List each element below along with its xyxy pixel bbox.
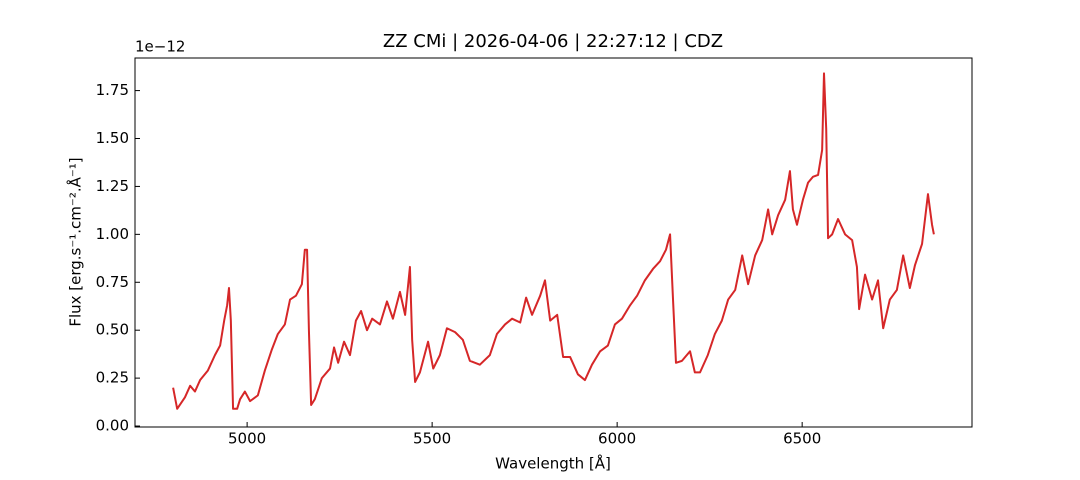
plot-frame xyxy=(134,57,973,428)
y-offset-text: 1e−12 xyxy=(135,38,185,56)
y-tick-label: 0.00 xyxy=(96,417,129,435)
chart-title: ZZ CMi | 2026-04-06 | 22:27:12 | CDZ xyxy=(383,31,723,52)
y-tick-label: 1.75 xyxy=(96,81,129,99)
y-axis-label: Flux [erg.s⁻¹.cm⁻².Å⁻¹] xyxy=(66,157,85,326)
x-tick-label: 5000 xyxy=(228,430,266,448)
x-tick-label: 5500 xyxy=(413,430,451,448)
x-tick-label: 6500 xyxy=(783,430,821,448)
y-tick-label: 1.25 xyxy=(96,177,129,195)
y-tick-label: 0.75 xyxy=(96,273,129,291)
spectrum-line xyxy=(172,72,935,410)
x-tick-label: 6000 xyxy=(598,430,636,448)
y-tick-label: 1.50 xyxy=(96,129,129,147)
y-tick-label: 1.00 xyxy=(96,225,129,243)
y-tick-label: 0.25 xyxy=(96,369,129,387)
x-axis-label: Wavelength [Å] xyxy=(495,454,611,473)
y-tick-label: 0.50 xyxy=(96,321,129,339)
